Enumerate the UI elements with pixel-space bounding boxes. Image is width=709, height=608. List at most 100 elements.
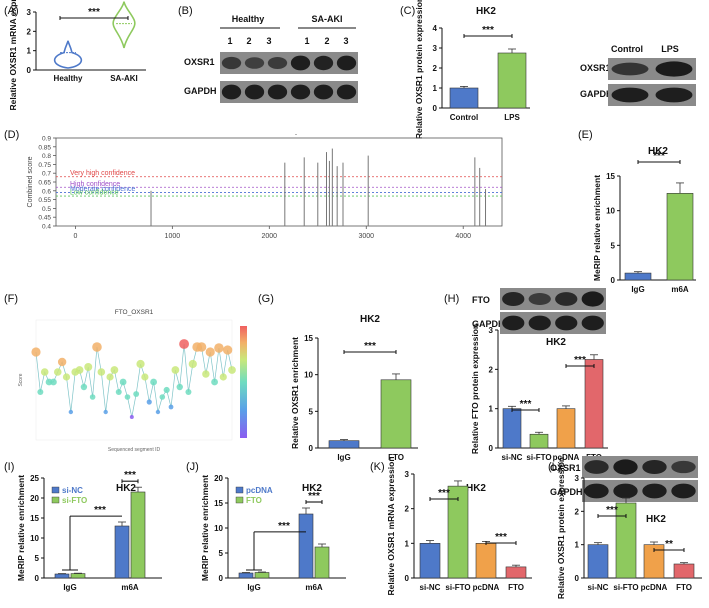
d-threshold-label-3: Low confidence [70, 190, 119, 197]
a-y-axis-label: Relative OXSR1 mRNA expression [8, 0, 18, 111]
c-y-tick-label-2: 2 [433, 64, 438, 73]
f-point-5 [53, 368, 62, 376]
f-point-39 [202, 370, 210, 378]
f-point-27 [150, 378, 158, 386]
f-point-16 [103, 409, 108, 415]
d-threshold-label-0: Very high confidence [70, 170, 135, 177]
a-x-label-0: Healthy [54, 74, 83, 83]
h-bar-0 [502, 408, 522, 449]
h-y-tick-label-2: 2 [489, 365, 494, 374]
f-point-13 [89, 394, 96, 400]
l-title: HK2 [646, 514, 666, 525]
k-title: HK2 [466, 483, 486, 494]
a-violin-0 [53, 40, 83, 69]
f-point-42 [214, 343, 224, 353]
l-y-tick-label-3: 3 [575, 474, 580, 483]
l-blot-bg-1 [582, 480, 698, 502]
f-point-14 [92, 342, 102, 352]
d-x-tick-label-3: 3000 [358, 233, 374, 240]
l-band-0-1 [613, 459, 638, 475]
f-point-15 [97, 368, 106, 376]
j-y-tick-label-4: 20 [214, 474, 223, 483]
i-legend-1: si-FTO [62, 496, 87, 505]
d-y-tick-label-7: 0.75 [38, 162, 51, 169]
i-y-tick-label-0: 0 [35, 574, 40, 583]
b-group-0: Healthy [232, 14, 265, 24]
f-point-34 [179, 339, 190, 349]
f-point-6 [57, 357, 67, 367]
f-point-30 [163, 386, 170, 394]
i-x-label-0: IgG [63, 583, 76, 592]
k-x-label-1: si-FTO [445, 583, 470, 592]
f-colorbar [240, 326, 247, 438]
h-band-1-1 [528, 315, 551, 331]
i-y-tick-label-2: 10 [30, 534, 39, 543]
d-y-tick-label-10: 0.9 [42, 136, 51, 143]
g-y-tick-label-2: 10 [304, 371, 313, 380]
h-band-0-1 [528, 293, 551, 305]
f-point-32 [171, 366, 180, 374]
h-blot-bg-1 [500, 312, 606, 334]
a-y-tick-label-1: 1 [27, 47, 32, 56]
d-y-tick-label-3: 0.55 [38, 197, 51, 204]
i-sig-1: *** [124, 470, 136, 481]
i-title: HK2 [116, 483, 136, 494]
l-band-0-0 [584, 460, 609, 474]
l-y-tick-label-2: 2 [575, 507, 580, 516]
l-sig-1: ** [665, 539, 673, 550]
e-x-label-1: m6A [671, 285, 689, 294]
h-band-1-3 [581, 315, 604, 331]
i-y-tick-label-1: 5 [35, 554, 40, 563]
j-y-axis-label: MeRIP relative enrichment [200, 475, 210, 581]
d-x-tick-label-1: 1000 [165, 233, 181, 240]
f-point-19 [115, 389, 122, 395]
b-band-0-1 [244, 57, 265, 69]
h-sig-1: *** [574, 355, 586, 366]
j-bar-0-1 [298, 513, 314, 579]
l-band-1-0 [584, 483, 609, 499]
l-band-1-2 [642, 483, 667, 499]
f-y-axis-label: Score [18, 373, 24, 386]
h-blot-row-1: GAPDH [472, 319, 505, 329]
e-title: HK2 [648, 146, 668, 157]
f-point-17 [106, 373, 114, 381]
c-band-1-1 [655, 87, 693, 103]
f-point-18 [110, 366, 119, 374]
panel-label-e: (E) [578, 129, 593, 141]
h-x-label-0: si-NC [502, 453, 523, 462]
d-y-tick-label-6: 0.7 [42, 171, 51, 178]
h-y-tick-label-1: 1 [489, 405, 494, 414]
e-y-axis-label: MeRIP relative enrichment [592, 175, 602, 281]
i-y-tick-label-4: 20 [30, 494, 39, 503]
h-title: HK2 [546, 337, 566, 348]
k-x-label-2: pcDNA [473, 583, 500, 592]
f-frame [35, 319, 233, 441]
h-x-label-2: pcDNA [553, 453, 580, 462]
b-band-0-0 [221, 56, 242, 70]
j-bar-1-1 [314, 546, 330, 579]
g-x-label-1: FTO [388, 453, 404, 462]
b-band-0-4 [313, 55, 334, 71]
c-blot-row-0: OXSR1 [580, 63, 611, 73]
i-y-tick-label-5: 25 [30, 474, 39, 483]
l-bar-3 [673, 563, 695, 579]
h-band-1-2 [555, 315, 578, 331]
k-x-label-0: si-NC [420, 583, 441, 592]
f-point-21 [124, 394, 131, 400]
h-blot-bg-0 [500, 288, 606, 310]
c-blot-row-1: GAPDH [580, 89, 613, 99]
b-row-label-0: OXSR1 [184, 57, 215, 67]
f-point-41 [211, 378, 218, 386]
b-lane-1: 2 [246, 36, 251, 46]
f-point-4 [50, 378, 57, 386]
i-bar-1-1 [130, 491, 146, 579]
f-point-40 [205, 347, 215, 357]
e-y-tick-label-0: 0 [611, 276, 616, 285]
i-y-tick-label-3: 15 [30, 514, 39, 523]
b-band-0-2 [267, 57, 288, 69]
c-blot-lane-0: Control [611, 44, 643, 54]
k-bar-2 [475, 543, 497, 579]
d-threshold-label-2: Moderate confidence [70, 186, 135, 193]
h-band-0-3 [581, 291, 604, 307]
